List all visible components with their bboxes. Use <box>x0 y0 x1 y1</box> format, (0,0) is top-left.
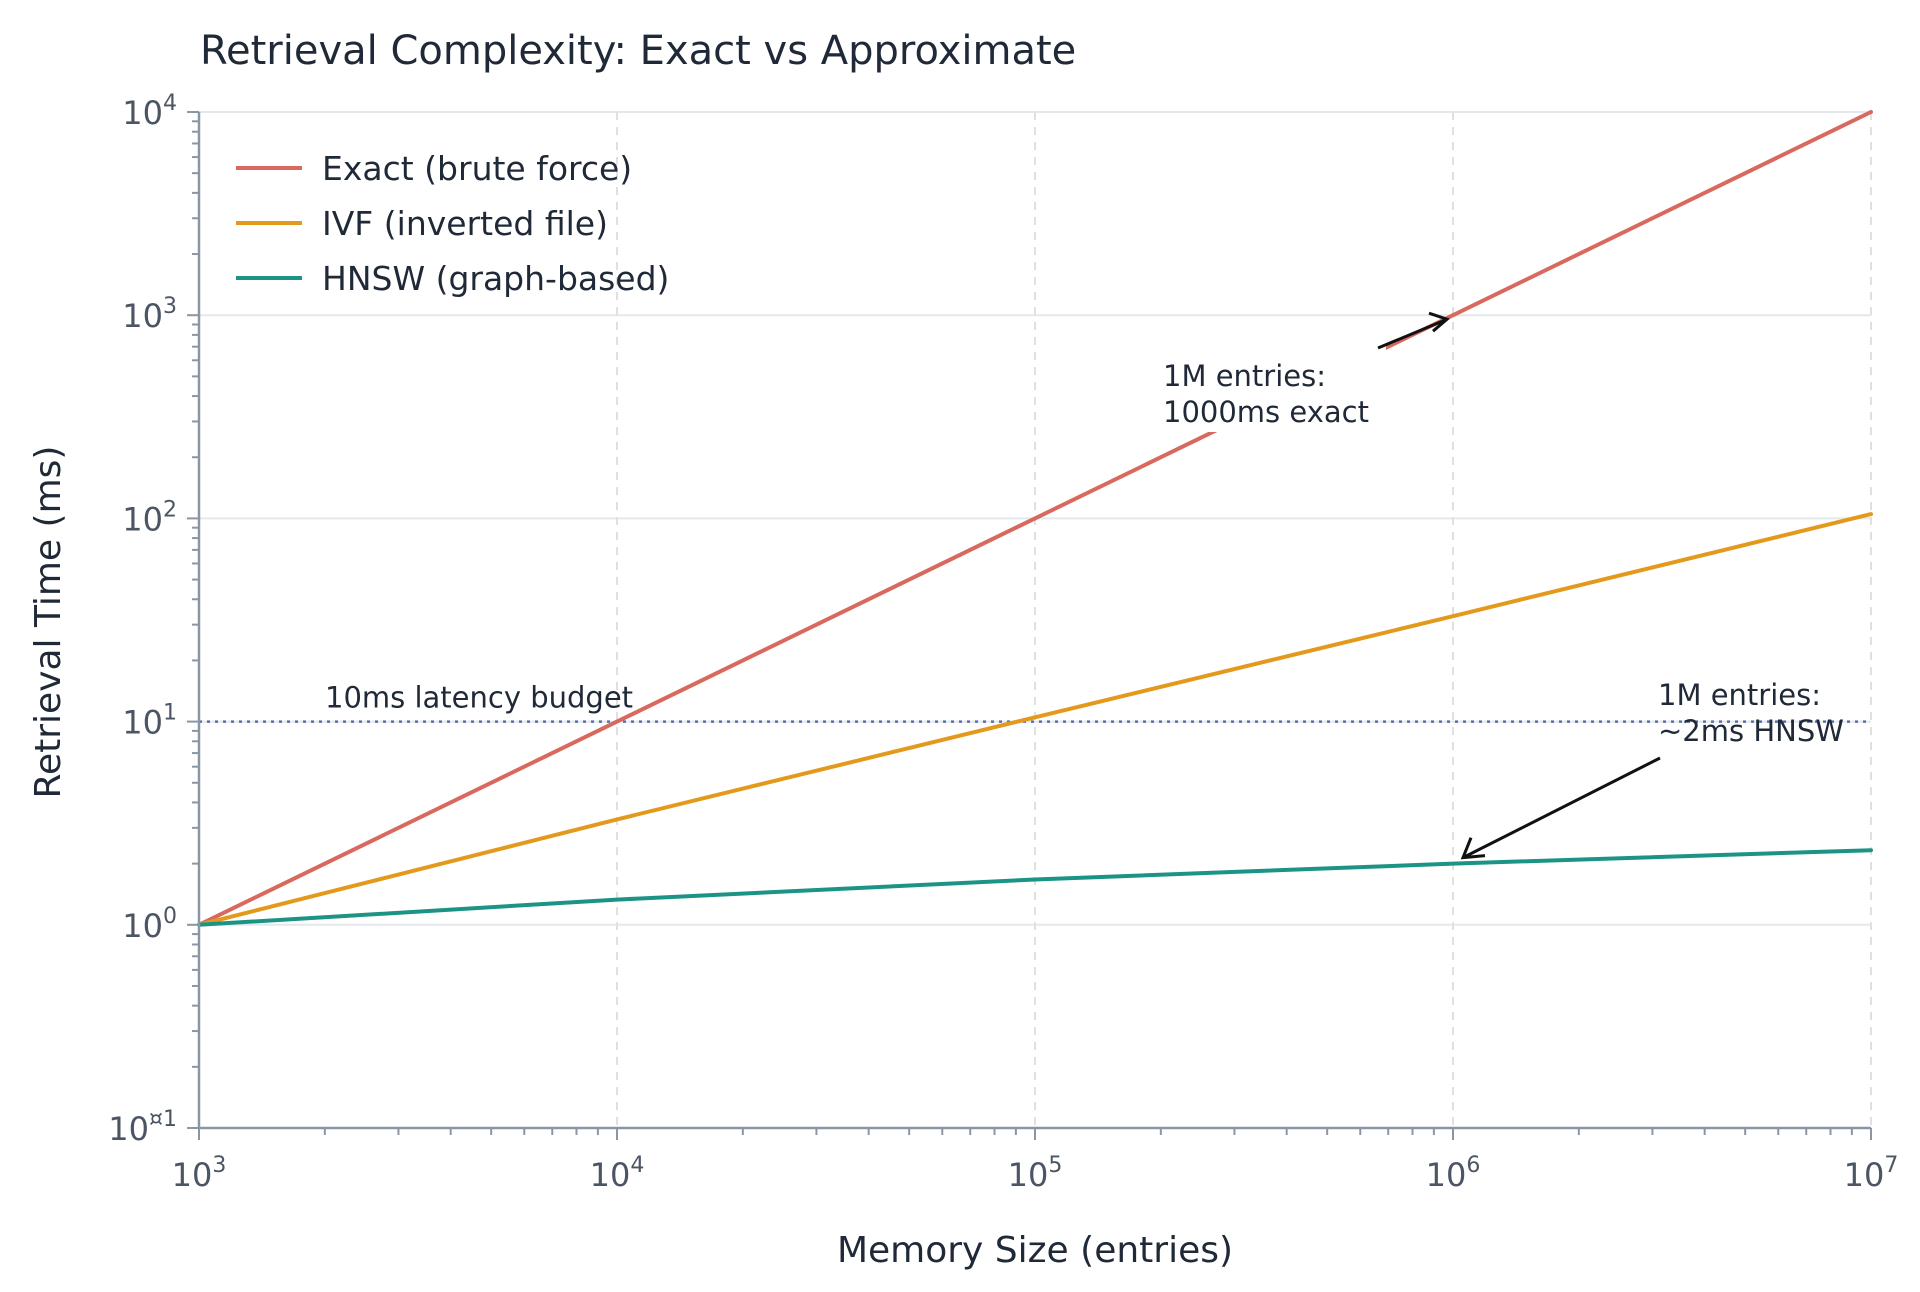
y-tick-label-base: 10 <box>122 500 163 538</box>
y-tick-label-exp: 3 <box>163 294 177 319</box>
x-tick-label: 105 <box>1008 1153 1063 1194</box>
y-tick-label-base: 10 <box>122 907 163 945</box>
x-tick-label-exp: 4 <box>630 1153 644 1178</box>
series-line-1 <box>197 512 1873 927</box>
y-tick-label: 10¤1 <box>108 1107 177 1148</box>
y-tick-label-exp: 1 <box>163 701 177 726</box>
annotation-1-gap <box>1368 340 1386 362</box>
x-tick-label-base: 10 <box>172 1156 213 1194</box>
y-tick-label-exp: 4 <box>163 91 177 116</box>
y-tick-label: 101 <box>122 701 177 742</box>
annotation-2-arrowhead <box>1460 837 1486 860</box>
x-tick-label-base: 10 <box>1008 1156 1049 1194</box>
annotation-1-line: 1M entries: <box>1163 359 1326 393</box>
x-tick-label-base: 10 <box>1426 1156 1467 1194</box>
y-tick-label: 103 <box>122 294 177 335</box>
y-axis-label: Retrieval Time (ms) <box>28 446 69 799</box>
y-tick-label-base: 10 <box>122 297 163 335</box>
y-tick-label-exp: 2 <box>163 497 177 522</box>
x-tick-label-exp: 5 <box>1048 1153 1062 1178</box>
latency-budget-label: 10ms latency budget <box>325 681 633 715</box>
x-tick-label-exp: 7 <box>1884 1153 1898 1178</box>
x-axis-label: Memory Size (entries) <box>837 1230 1233 1271</box>
legend: Exact (brute force) IVF (inverted file) HN… <box>236 149 669 298</box>
legend-label-1: IVF (inverted file) <box>322 204 608 243</box>
annotation-2: 1M entries: ~2ms HNSW <box>1658 678 1844 748</box>
y-tick-label-exp: ¤1 <box>149 1107 177 1132</box>
x-tick-label: 104 <box>590 1153 645 1194</box>
x-tick-label-exp: 3 <box>212 1153 226 1178</box>
series-line-2 <box>197 848 1873 927</box>
annotation-1: 1M entries: 1000ms exact <box>1163 359 1369 429</box>
annotation-1-arrowhead <box>1428 311 1450 333</box>
y-tick-label: 104 <box>122 91 177 132</box>
x-tick-label: 107 <box>1844 1153 1899 1194</box>
annotation-2-line: 1M entries: <box>1658 678 1821 712</box>
series-group <box>197 110 1873 927</box>
reference-line-group: 10ms latency budget <box>199 681 1871 723</box>
annotation-1-line: 1000ms exact <box>1163 395 1369 429</box>
y-tick-label-base: 10 <box>108 1110 149 1148</box>
y-tick-label-exp: 0 <box>163 904 177 929</box>
y-tick-label-base: 10 <box>122 94 163 132</box>
x-tick-label-exp: 6 <box>1466 1153 1480 1178</box>
annotation-2-arrow <box>1462 756 1661 859</box>
x-tick-label-base: 10 <box>1844 1156 1885 1194</box>
series-line-0 <box>197 110 1873 927</box>
x-tick-label: 103 <box>172 1153 227 1194</box>
chart-title: Retrieval Complexity: Exact vs Approxima… <box>200 28 1076 74</box>
y-tick-label-base: 10 <box>122 704 163 742</box>
annotation-2-line: ~2ms HNSW <box>1658 714 1844 748</box>
x-tick-label-base: 10 <box>590 1156 631 1194</box>
legend-label-2: HNSW (graph-based) <box>322 259 669 298</box>
x-tick-label: 106 <box>1426 1153 1481 1194</box>
y-tick-label: 102 <box>122 497 177 538</box>
annotation-1-bg <box>1158 352 1378 432</box>
annotation-1-arrow <box>1377 317 1448 350</box>
legend-label-0: Exact (brute force) <box>322 149 632 188</box>
y-tick-label: 100 <box>122 904 177 945</box>
